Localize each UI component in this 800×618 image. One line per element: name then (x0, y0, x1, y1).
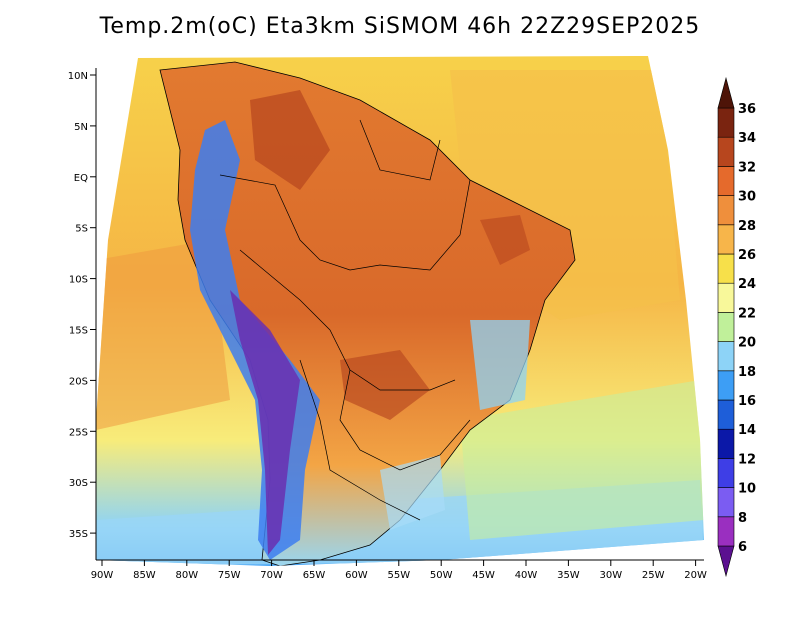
lat-tick-label: 10N (68, 71, 88, 82)
colorbar-label: 20 (738, 336, 756, 351)
colorbar-label: 32 (738, 160, 756, 175)
colorbar-bin (717, 341, 735, 372)
lon-tick-label: 60W (345, 570, 368, 581)
south-atlantic-cool-band (460, 380, 704, 540)
colorbar-label: 22 (738, 306, 756, 321)
lat-tick-label: 30S (69, 478, 88, 489)
lon-tick-label: 85W (133, 570, 156, 581)
map-frame (95, 68, 704, 561)
hot-spot-chaco (340, 350, 430, 420)
lat-tick-label: 10S (69, 275, 88, 286)
colorbar-label: 34 (738, 131, 756, 146)
lat-tick-label: 20S (69, 376, 88, 387)
colorbar-label: 8 (738, 511, 747, 526)
colorbar-bin (717, 312, 735, 342)
colorbar-bin (717, 195, 735, 226)
colorbar-bin (717, 136, 735, 167)
colorbar-bin (717, 370, 735, 401)
temperature-field (96, 56, 704, 566)
lon-tick-label: 75W (218, 570, 241, 581)
cool-zone-south (380, 455, 445, 530)
lon-tick-label: 50W (430, 570, 453, 581)
colorbar-label: 26 (738, 248, 756, 263)
border-north (219, 174, 471, 271)
pacific-warm-band (96, 240, 230, 430)
lon-tick-label: 30W (599, 570, 622, 581)
colorbar-low-triangle (717, 545, 735, 578)
lon-tick-label: 20W (684, 570, 707, 581)
colorbar-bin (717, 253, 735, 284)
colorbar-bin (717, 166, 735, 196)
lon-tick-label: 35W (557, 570, 580, 581)
border-argentina (299, 359, 421, 521)
lat-tick-label: 35S (69, 529, 88, 540)
colorbar-label: 10 (738, 482, 756, 497)
lon-tick-label: 90W (91, 570, 114, 581)
lon-tick-label: 80W (175, 570, 198, 581)
colorbar-bin (717, 224, 735, 255)
hot-spot-north (250, 90, 330, 190)
colorbar: 6 8 10 12 14 16 18 20 22 24 26 28 30 32 34 36 (717, 76, 756, 578)
colorbar-bin (717, 458, 735, 488)
border-south (339, 369, 471, 471)
colorbar-label: 14 (738, 423, 756, 438)
colorbar-bin (717, 399, 735, 430)
lat-tick-label: EQ (74, 173, 88, 184)
colorbar-label: 12 (738, 452, 756, 467)
colorbar-bin (717, 282, 735, 313)
country-borders (219, 119, 471, 521)
lat-tick-label: 25S (69, 427, 88, 438)
lon-tick-label: 40W (515, 570, 538, 581)
lon-tick-label: 25W (642, 570, 665, 581)
colorbar-label: 18 (738, 365, 756, 380)
map-title: Temp.2m(oC) Eta3km SiSMOM 46h 22Z29SEP20… (99, 14, 701, 39)
colorbar-label: 30 (738, 190, 756, 205)
colorbar-label: 36 (738, 102, 756, 117)
hot-spot-northeast (480, 215, 530, 265)
colorbar-bin (717, 516, 735, 547)
colorbar-label: 28 (738, 219, 756, 234)
colorbar-bin (717, 107, 735, 138)
colorbar-high-triangle (717, 76, 735, 109)
latitude-ticks: 10N 5N EQ 5S 10S 15S 20S 25S 30S 35S (68, 71, 96, 540)
lon-tick-label: 55W (387, 570, 410, 581)
lon-tick-label: 45W (472, 570, 495, 581)
colorbar-label: 16 (738, 394, 756, 409)
lat-tick-label: 5S (75, 224, 88, 235)
lat-tick-label: 15S (69, 326, 88, 337)
lon-tick-label: 70W (260, 570, 283, 581)
lon-tick-label: 65W (303, 570, 326, 581)
colorbar-label: 24 (738, 277, 756, 292)
border-guianas (359, 119, 441, 181)
longitude-ticks: 90W 85W 80W 75W 70W 65W 60W 55W 50W 45W 40W 35W 30W 2… (91, 560, 707, 581)
colorbar-bin (717, 487, 735, 518)
lat-tick-label: 5N (74, 122, 88, 133)
colorbar-label: 6 (738, 540, 747, 555)
colorbar-bin (717, 428, 735, 459)
cool-zone-southeast (470, 320, 530, 410)
andes-coldest-zone (230, 290, 300, 555)
